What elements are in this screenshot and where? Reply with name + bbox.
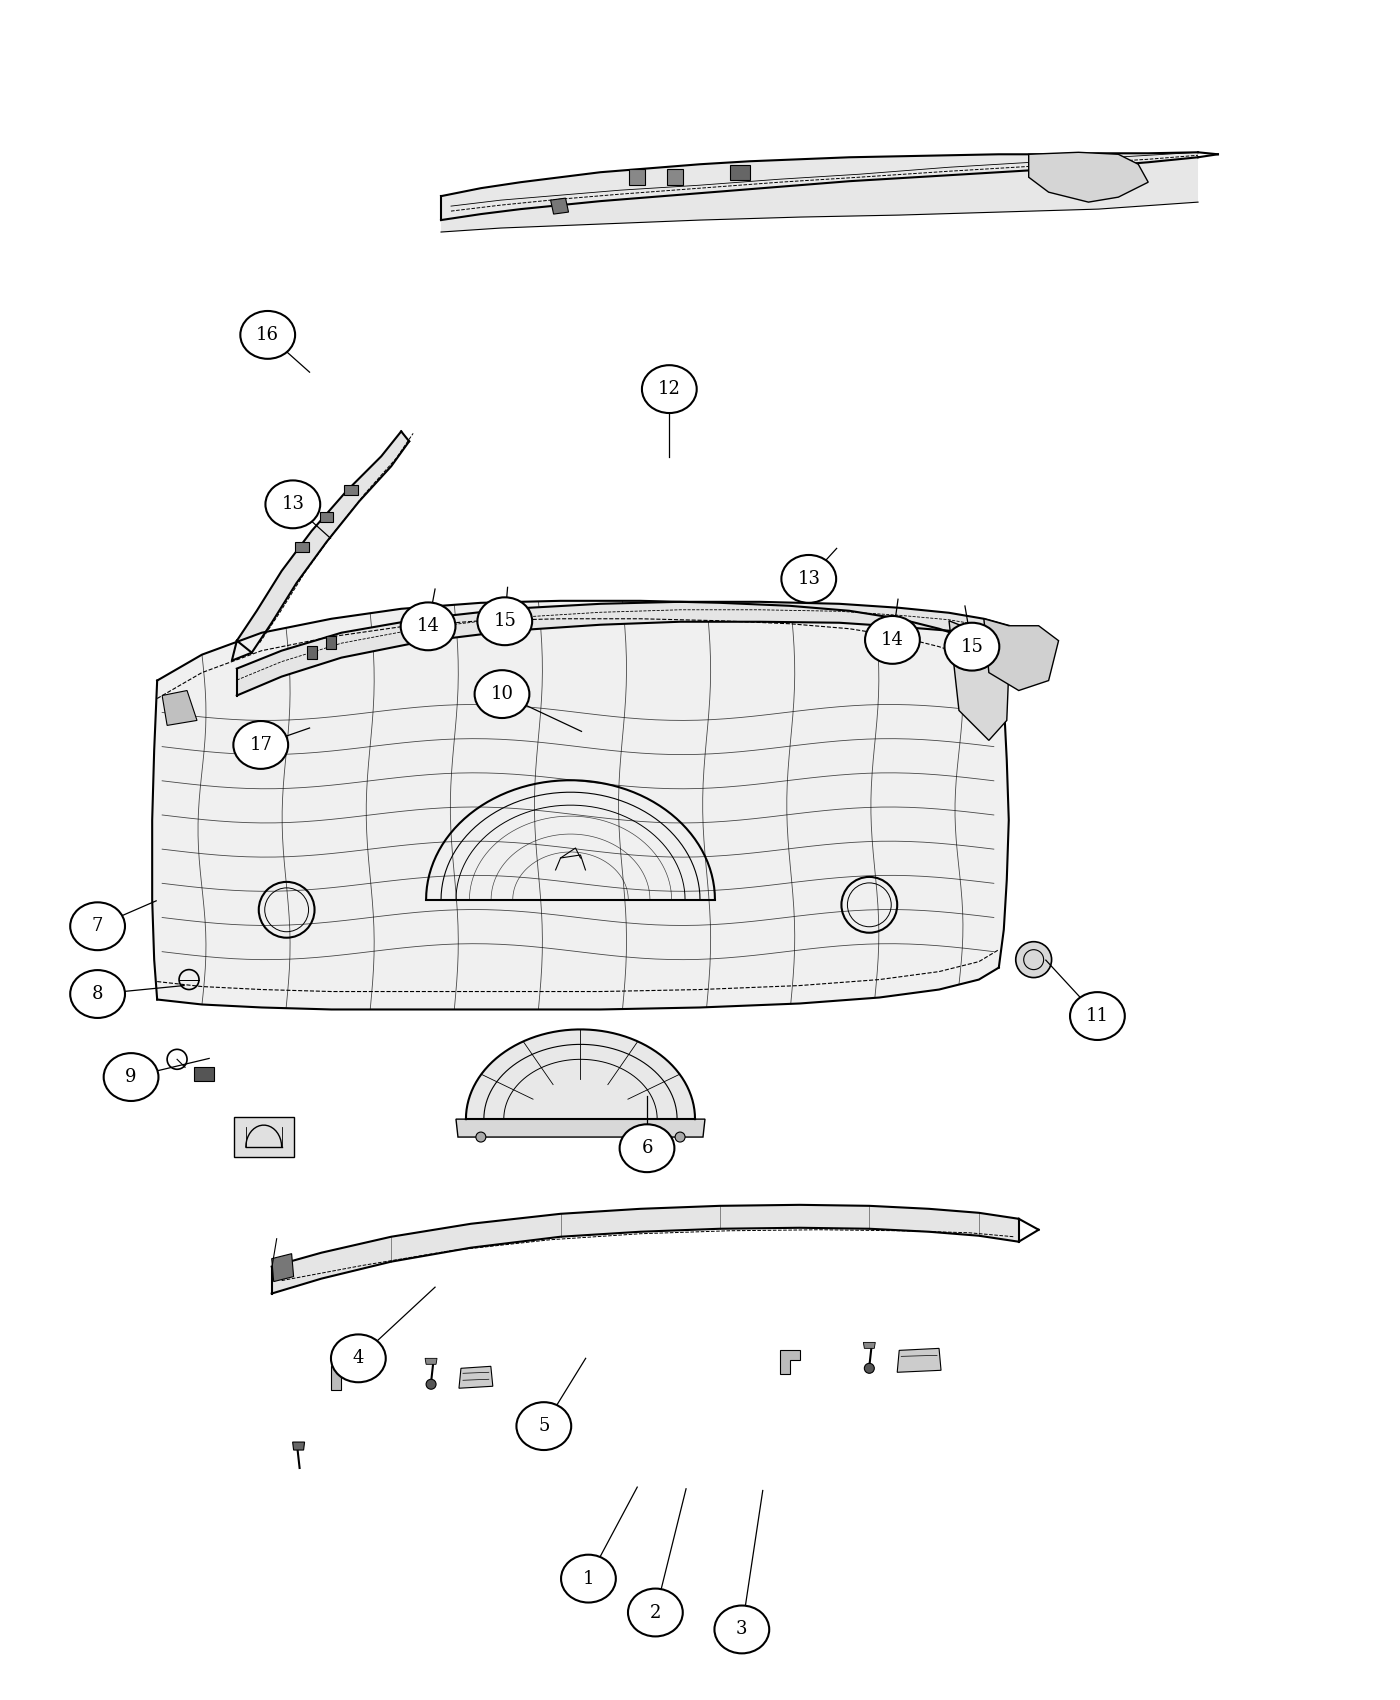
Polygon shape <box>344 484 358 495</box>
Ellipse shape <box>714 1605 769 1654</box>
Polygon shape <box>441 153 1198 219</box>
Ellipse shape <box>400 602 455 651</box>
Polygon shape <box>272 1205 1019 1294</box>
Polygon shape <box>459 1367 493 1389</box>
Polygon shape <box>332 1367 351 1391</box>
Polygon shape <box>550 199 568 214</box>
Circle shape <box>476 1132 486 1142</box>
Polygon shape <box>237 432 409 653</box>
Ellipse shape <box>475 670 529 717</box>
Text: 4: 4 <box>353 1350 364 1367</box>
Polygon shape <box>153 600 1009 1010</box>
Polygon shape <box>780 1350 799 1374</box>
Polygon shape <box>326 636 336 649</box>
Polygon shape <box>629 170 645 185</box>
Text: 8: 8 <box>92 984 104 1003</box>
Polygon shape <box>864 1343 875 1348</box>
Polygon shape <box>237 602 1009 695</box>
Text: 5: 5 <box>538 1418 550 1435</box>
Text: 11: 11 <box>1086 1006 1109 1025</box>
Ellipse shape <box>945 622 1000 670</box>
Polygon shape <box>426 1358 437 1365</box>
Polygon shape <box>897 1348 941 1372</box>
Text: 1: 1 <box>582 1569 594 1588</box>
Ellipse shape <box>104 1052 158 1102</box>
Ellipse shape <box>241 311 295 359</box>
Polygon shape <box>1029 153 1148 202</box>
Polygon shape <box>294 542 308 552</box>
Polygon shape <box>307 646 316 658</box>
Ellipse shape <box>1070 993 1124 1040</box>
Polygon shape <box>466 1030 694 1119</box>
Polygon shape <box>456 1119 706 1137</box>
Ellipse shape <box>266 481 321 529</box>
Polygon shape <box>668 170 683 185</box>
Ellipse shape <box>517 1402 571 1450</box>
Text: 2: 2 <box>650 1603 661 1622</box>
Circle shape <box>864 1363 875 1374</box>
Polygon shape <box>195 1068 214 1081</box>
Text: 14: 14 <box>417 617 440 636</box>
Polygon shape <box>234 1117 294 1158</box>
Circle shape <box>426 1379 435 1389</box>
Ellipse shape <box>865 615 920 663</box>
Text: 13: 13 <box>797 570 820 588</box>
Text: 14: 14 <box>881 631 904 649</box>
Polygon shape <box>729 165 750 180</box>
Polygon shape <box>319 512 333 522</box>
Text: 12: 12 <box>658 381 680 398</box>
Ellipse shape <box>561 1556 616 1603</box>
Text: 3: 3 <box>736 1620 748 1639</box>
Ellipse shape <box>643 366 697 413</box>
Text: 16: 16 <box>256 326 279 343</box>
Ellipse shape <box>70 903 125 950</box>
Polygon shape <box>441 158 1198 231</box>
Text: 7: 7 <box>92 918 104 935</box>
Ellipse shape <box>70 971 125 1018</box>
Circle shape <box>1016 942 1051 977</box>
Ellipse shape <box>234 721 288 768</box>
Text: 6: 6 <box>641 1139 652 1158</box>
Polygon shape <box>984 619 1058 690</box>
Ellipse shape <box>629 1588 683 1637</box>
Ellipse shape <box>781 554 836 604</box>
Ellipse shape <box>330 1334 386 1382</box>
Text: 9: 9 <box>126 1068 137 1086</box>
Text: 13: 13 <box>281 495 304 513</box>
Text: 17: 17 <box>249 736 272 753</box>
Polygon shape <box>162 690 197 726</box>
Ellipse shape <box>477 597 532 646</box>
Polygon shape <box>949 620 1009 741</box>
Polygon shape <box>272 1253 294 1282</box>
Text: 10: 10 <box>490 685 514 704</box>
Circle shape <box>675 1132 685 1142</box>
Ellipse shape <box>620 1124 675 1171</box>
Text: 15: 15 <box>493 612 517 631</box>
Polygon shape <box>293 1442 305 1450</box>
Text: 15: 15 <box>960 638 983 656</box>
